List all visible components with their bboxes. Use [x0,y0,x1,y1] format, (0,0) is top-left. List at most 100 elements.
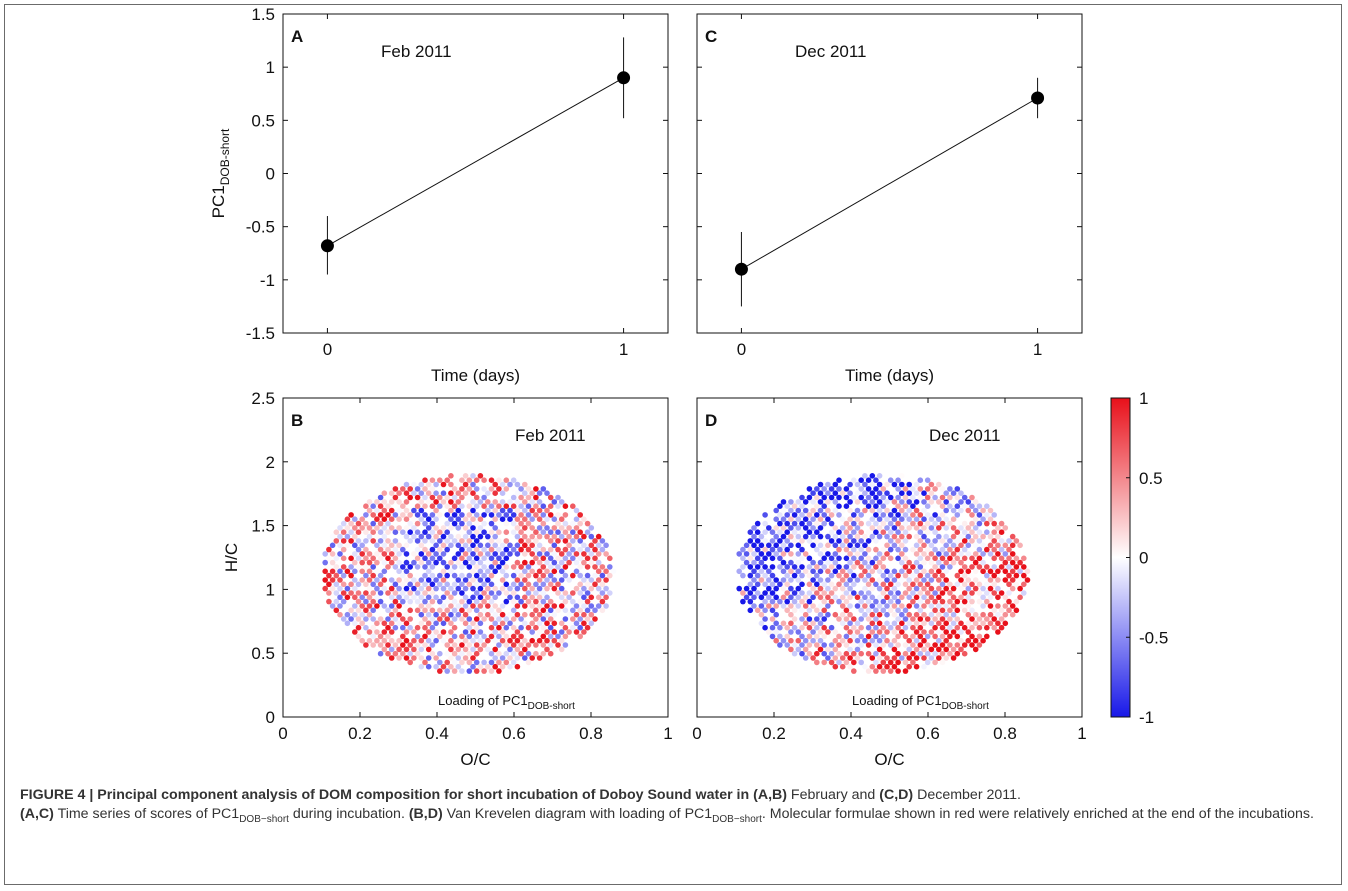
scatter-point [381,525,388,531]
scatter-point [814,590,820,596]
scatter-point [444,616,451,622]
scatter-point [485,507,491,514]
x-tick-label: 1 [1033,340,1042,359]
scatter-point [437,494,443,501]
scatter-point [862,594,868,601]
scatter-point [928,542,935,549]
scatter-point [492,533,499,540]
scatter-point [429,494,436,501]
scatter-point [540,564,547,570]
scatter-point [492,559,499,566]
scatter-point [400,616,406,622]
scatter-point [544,637,550,644]
scatter-point [503,512,510,518]
scatter-point [444,581,451,588]
scatter-point [806,529,813,535]
scatter-point [455,611,462,618]
scatter-point [843,642,850,648]
scatter-point [839,533,846,540]
scatter-point [906,481,912,488]
x-tick-label: 0 [737,340,746,359]
scatter-point [961,642,968,648]
scatter-point [828,633,835,640]
scatter-point [466,650,473,657]
scatter-point [943,516,949,522]
scatter-point [836,581,842,588]
scatter-point [917,512,924,518]
scatter-point [510,581,517,588]
scatter-point [947,624,953,631]
scatter-point [326,555,332,562]
scatter-point [326,590,332,596]
scatter-point [832,594,839,601]
scatter-point [950,585,957,592]
scatter-point [769,598,776,605]
scatter-point [795,646,802,653]
scatter-point [773,577,779,583]
scatter-point [950,611,957,618]
scatter-point [891,568,898,575]
scatter-point [418,646,425,653]
scatter-point [488,520,495,527]
scatter-point [444,546,451,553]
scatter-point [777,598,783,605]
scatter-point [385,503,391,510]
scatter-point [921,525,927,531]
scatter-point [444,590,451,596]
scatter-point [503,486,510,492]
scatter-point [851,555,857,562]
scatter-point [932,503,938,510]
scatter-point [762,572,768,579]
scatter-point [821,590,827,596]
scatter-point [377,494,384,501]
scatter-point [473,633,480,640]
x-tick-label: 0.8 [579,724,603,743]
scatter-point [329,542,336,549]
scatter-point [1006,538,1012,544]
scatter-point [363,616,369,622]
scatter-point [400,624,406,631]
scatter-point [965,603,972,609]
scatter-point [588,611,595,618]
scatter-point [329,585,336,592]
scatter-point [899,525,905,531]
scatter-point [462,577,469,583]
scatter-point [525,546,532,553]
scatter-point [422,477,428,484]
scatter-point [414,512,421,518]
scatter-point [496,564,502,570]
scatter-point [740,564,746,570]
scatter-point [533,529,539,535]
scatter-point [499,577,506,583]
scatter-point [595,594,602,601]
scatter-point [584,581,591,588]
scatter-point [584,590,591,596]
scatter-point [762,520,768,527]
scatter-point [518,607,524,614]
scatter-point [887,642,894,648]
scatter-point [366,637,373,644]
scatter-point [510,598,517,605]
scatter-point [503,572,510,579]
scatter-point [887,538,894,544]
scatter-point [440,499,447,505]
scatter-point [333,538,340,544]
scatter-point [869,603,876,609]
scatter-point [965,585,972,592]
scatter-point [839,611,846,618]
scatter-point [969,616,975,622]
scatter-point [455,577,462,583]
scatter-point [939,538,946,544]
scatter-point [843,572,850,579]
scatter-point [570,529,576,535]
scatter-point [780,559,787,566]
scatter-point [462,646,469,653]
scatter-point [961,598,968,605]
scatter-point [854,481,861,488]
scatter-point [370,538,377,544]
scatter-point [481,598,487,605]
scatter-point [355,607,362,614]
scatter-point [592,546,598,553]
scatter-point [518,624,524,631]
scatter-point [425,568,432,575]
